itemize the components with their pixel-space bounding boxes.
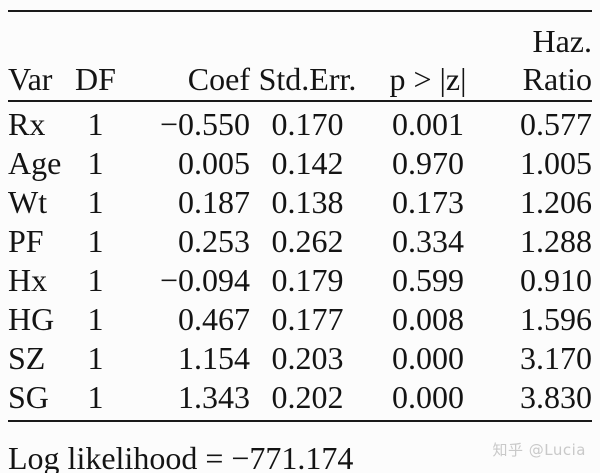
- regression-results-table: Var DF Coef Std.Err. p > |z| Haz. Ratio Rx 1 −0.…: [8, 10, 592, 422]
- table-cell-pz: 0.334: [392, 223, 464, 259]
- table-cell-pz: 0.000: [392, 379, 464, 415]
- table-cell-var: Hx: [8, 262, 48, 298]
- column-header-label: Std.Err.: [258, 61, 357, 97]
- table-cell-coef: −0.550: [159, 106, 250, 142]
- table-cell-pz: 0.599: [392, 262, 464, 298]
- table-cell-stderr: 0.142: [271, 145, 344, 181]
- column-header-label: Ratio: [522, 61, 592, 97]
- table-cell-stderr: 0.203: [271, 340, 344, 376]
- column-header-df: DF: [73, 11, 118, 102]
- table-cell-stderr: 0.177: [271, 301, 344, 337]
- table-cell-var: Rx: [8, 106, 46, 142]
- table-cell-coef: −0.094: [159, 262, 250, 298]
- column-header-hazratio: Haz. Ratio: [491, 11, 592, 102]
- table-cell-pz: 0.970: [392, 145, 464, 181]
- table-cell-hazratio: 1.005: [520, 145, 592, 181]
- log-likelihood-text: Log likelihood = −771.174: [8, 440, 354, 473]
- column-header-top-label: Haz.: [532, 23, 592, 59]
- table-cell-df: 1: [87, 262, 104, 298]
- column-header-label: DF: [75, 61, 116, 97]
- table-cell-pz: 0.000: [392, 340, 464, 376]
- table-cell-pz: 0.001: [392, 106, 464, 142]
- column-header-label: Var: [8, 61, 53, 97]
- table-cell-coef: 0.187: [178, 184, 250, 220]
- table-row: Hx 1 −0.094 0.179 0.599 0.910: [8, 261, 592, 300]
- table-cell-stderr: 0.179: [271, 262, 344, 298]
- table-cell-var: SZ: [8, 340, 46, 376]
- table-cell-df: 1: [87, 106, 104, 142]
- table-cell-coef: 0.467: [178, 301, 250, 337]
- table-row: SG 1 1.343 0.202 0.000 3.830: [8, 378, 592, 421]
- table-cell-hazratio: 1.288: [520, 223, 592, 259]
- table-row: Rx 1 −0.550 0.170 0.001 0.577: [8, 101, 592, 144]
- table-body: Rx 1 −0.550 0.170 0.001 0.577 Age 1 0.005 0.142 0.…: [8, 101, 592, 421]
- table-cell-coef: 1.343: [178, 379, 250, 415]
- table-cell-var: SG: [8, 379, 49, 415]
- zhihu-watermark: 知乎 @Lucia: [492, 441, 586, 459]
- table-cell-stderr: 0.170: [271, 106, 344, 142]
- table-row: PF 1 0.253 0.262 0.334 1.288: [8, 222, 592, 261]
- table-cell-var: HG: [8, 301, 55, 337]
- table-header: Var DF Coef Std.Err. p > |z| Haz. Ratio: [8, 11, 592, 102]
- table-cell-hazratio: 3.170: [520, 340, 592, 376]
- table-cell-df: 1: [87, 145, 104, 181]
- table-row: Wt 1 0.187 0.138 0.173 1.206: [8, 183, 592, 222]
- table-cell-stderr: 0.202: [271, 379, 344, 415]
- table-row: HG 1 0.467 0.177 0.008 1.596: [8, 300, 592, 339]
- table-cell-df: 1: [87, 223, 104, 259]
- table-cell-df: 1: [87, 184, 104, 220]
- table-row: Age 1 0.005 0.142 0.970 1.005: [8, 144, 592, 183]
- column-header-var: Var: [8, 11, 73, 102]
- table-cell-coef: 0.253: [178, 223, 250, 259]
- table-cell-df: 1: [87, 301, 104, 337]
- table-cell-coef: 1.154: [178, 340, 250, 376]
- table-cell-hazratio: 1.206: [520, 184, 592, 220]
- table-row: SZ 1 1.154 0.203 0.000 3.170: [8, 339, 592, 378]
- table-cell-coef: 0.005: [178, 145, 250, 181]
- table-cell-stderr: 0.138: [271, 184, 344, 220]
- column-header-label: p > |z|: [389, 61, 467, 97]
- table-cell-var: PF: [8, 223, 44, 259]
- column-header-pz: p > |z|: [365, 11, 491, 102]
- table-cell-var: Age: [8, 145, 62, 181]
- table-cell-df: 1: [87, 340, 104, 376]
- table-cell-hazratio: 1.596: [520, 301, 592, 337]
- table-cell-pz: 0.173: [392, 184, 464, 220]
- table-cell-pz: 0.008: [392, 301, 464, 337]
- table-cell-stderr: 0.262: [271, 223, 344, 259]
- column-header-stderr: Std.Err.: [250, 11, 365, 102]
- column-header-label: Coef: [187, 61, 250, 97]
- table-cell-df: 1: [87, 379, 104, 415]
- column-header-coef: Coef: [118, 11, 250, 102]
- table-cell-var: Wt: [8, 184, 48, 220]
- table-header-row: Var DF Coef Std.Err. p > |z| Haz. Ratio: [8, 11, 592, 102]
- table-cell-hazratio: 0.910: [520, 262, 592, 298]
- table-cell-hazratio: 0.577: [520, 106, 592, 142]
- table-cell-hazratio: 3.830: [520, 379, 592, 415]
